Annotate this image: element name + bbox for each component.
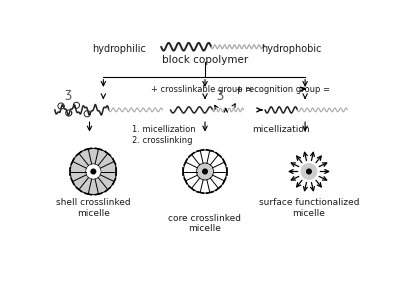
Circle shape	[203, 169, 207, 174]
Text: 1. micellization
2. crosslinking: 1. micellization 2. crosslinking	[132, 125, 196, 145]
Circle shape	[86, 164, 101, 179]
Circle shape	[307, 169, 311, 174]
Text: + recognition group =: + recognition group =	[236, 85, 330, 94]
Text: hydrophilic: hydrophilic	[92, 44, 146, 54]
Text: block copolymer: block copolymer	[162, 55, 248, 65]
Text: core crosslinked
micelle: core crosslinked micelle	[168, 214, 242, 233]
Text: shell crosslinked
micelle: shell crosslinked micelle	[56, 198, 131, 218]
Circle shape	[70, 148, 116, 195]
Text: micellization: micellization	[252, 125, 309, 134]
Text: ʒ: ʒ	[64, 87, 72, 100]
Circle shape	[91, 169, 96, 174]
Text: + crosslinkable group =: + crosslinkable group =	[151, 85, 252, 94]
Text: ʒ: ʒ	[217, 87, 224, 100]
Text: hydrophobic: hydrophobic	[261, 44, 322, 54]
Circle shape	[184, 150, 226, 193]
Circle shape	[196, 163, 214, 180]
Text: surface functionalized
micelle: surface functionalized micelle	[259, 198, 359, 218]
Circle shape	[301, 164, 317, 179]
